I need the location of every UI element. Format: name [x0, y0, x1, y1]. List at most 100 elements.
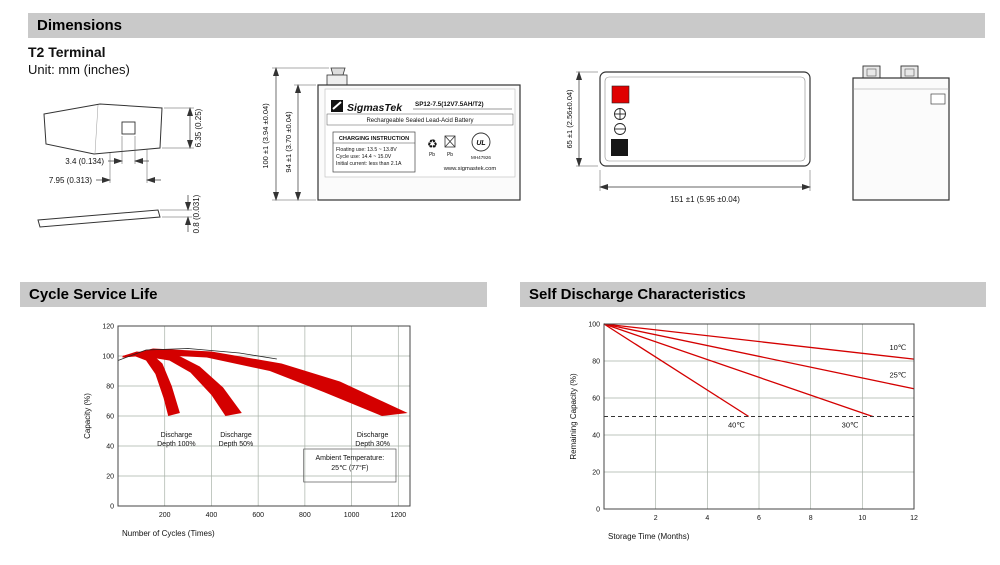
charging-line-1: Floating use: 13.5 ~ 13.8V [336, 147, 397, 153]
y-tick-label: 20 [106, 474, 114, 481]
dim-length: 151 ±1 (5.95 ±0.04) [670, 195, 740, 204]
band-annotation: Discharge [220, 432, 252, 439]
terminal-detail-drawing: 3.4 (0.134) 7.95 (0.313) 6.35 (0.25) 0.8… [37, 103, 203, 233]
website-text: www.sigmastek.com [443, 166, 497, 172]
series-label: 25℃ [889, 371, 906, 380]
y-tick-label: 20 [592, 470, 600, 477]
series-line [603, 323, 915, 360]
discharge-band [122, 351, 180, 416]
plus-symbol-icon [614, 108, 626, 120]
dimensions-title: Dimensions [37, 17, 123, 34]
y-tick-label: 80 [106, 384, 114, 391]
charging-instruction-box [332, 131, 416, 173]
y-tick-label: 120 [102, 324, 114, 331]
charging-title: CHARGING INSTRUCTION [339, 136, 409, 142]
series-label: 40℃ [728, 421, 745, 430]
x-tick-label: 600 [252, 512, 264, 519]
dim-tab-width: 7.95 (0.313) [49, 176, 92, 185]
x-tick-label: 400 [206, 512, 218, 519]
positive-terminal [611, 85, 630, 104]
x-axis-label: Storage Time (Months) [608, 532, 690, 541]
y-tick-label: 100 [588, 322, 600, 329]
series-label: 10℃ [889, 343, 906, 352]
battery-type-text: Rechargeable Sealed Lead-Acid Battery [366, 118, 473, 124]
cycle-chart-svg: 200 400 600 800 1000 1200 0 20 40 60 80 100 120 Numbe… [83, 324, 411, 538]
y-tick-label: 100 [102, 354, 114, 361]
section-header-self-discharge: Self Discharge Characteristics [520, 282, 986, 307]
envelope-curve [117, 348, 277, 361]
terminal-thickness-strip [37, 209, 161, 228]
pb-symbol-1: Pb [429, 152, 435, 158]
ul-logo-icon [471, 132, 491, 152]
ambient-note-text: Ambient Temperature: [315, 455, 384, 462]
band-annotation: Depth 30% [355, 441, 390, 448]
x-tick-label: 8 [809, 515, 813, 522]
side-terminal-2 [900, 65, 919, 80]
dim-overall-height: 100 ±1 (3.94 ±0.04) [261, 103, 270, 169]
x-tick-label: 10 [858, 515, 866, 522]
self-discharge-title: Self Discharge Characteristics [529, 286, 746, 303]
battery-front-view: 100 ±1 (3.94 ±0.04) 94 ±1 (3.70 ±0.04) S… [261, 67, 521, 201]
recycle-icon: ♻ [427, 137, 438, 151]
band-annotation: Depth 50% [219, 441, 254, 448]
model-number: SP12-7.5(12V7.5AH/T2) [415, 101, 484, 108]
plot-border [603, 323, 915, 510]
y-tick-label: 0 [110, 504, 114, 511]
band-annotation: Discharge [161, 432, 193, 439]
y-tick-label: 60 [592, 396, 600, 403]
negative-terminal [611, 139, 628, 156]
ul-text: UL [476, 140, 485, 147]
dim-terminal-thickness: 0.8 (0.031) [192, 194, 201, 233]
y-tick-label: 60 [106, 414, 114, 421]
discharge-band [122, 348, 408, 416]
charging-line-3: Initial current: less than 2.1A [336, 161, 402, 167]
y-tick-label: 40 [592, 433, 600, 440]
pb-symbol-2: Pb [447, 152, 453, 158]
discharge-band [122, 351, 242, 416]
cycle-service-life-chart: 200 400 600 800 1000 1200 0 20 40 60 80 100 120 Numbe… [78, 312, 490, 554]
dim-case-height: 94 ±1 (3.70 ±0.04) [284, 111, 293, 173]
x-tick-label: 4 [705, 515, 709, 522]
front-terminal-base [326, 74, 348, 86]
x-tick-label: 1000 [344, 512, 360, 519]
y-axis-label: Capacity (%) [83, 393, 92, 439]
brand-name: SigmasTek [347, 102, 403, 114]
y-axis-label: Remaining Capacity (%) [569, 373, 578, 460]
series-label: 30℃ [842, 421, 859, 430]
battery-top-view: 65 ±1 (2.56±0.04) 151 ±1 (5.95 ±0.04) [565, 71, 811, 204]
dim-hole-width: 3.4 (0.134) [65, 157, 104, 166]
series-line [603, 323, 750, 418]
minus-symbol-icon [614, 123, 626, 135]
section-header-dimensions: Dimensions [28, 13, 985, 38]
charging-line-2: Cycle use: 14.4 ~ 15.0V [336, 154, 392, 160]
x-tick-label: 2 [654, 515, 658, 522]
ambient-note-box [303, 448, 397, 483]
cert-number: MH47926 [471, 155, 491, 160]
ambient-note-text: 25℃ (77°F) [331, 464, 368, 472]
unit-note: Unit: mm (inches) [28, 62, 130, 77]
x-tick-label: 6 [757, 515, 761, 522]
battery-side-view [852, 65, 950, 201]
side-vent-detail [930, 93, 946, 105]
cycle-life-title: Cycle Service Life [29, 286, 158, 303]
series-line [603, 323, 873, 418]
self-discharge-chart: 10℃ 25℃ 30℃ 40℃ 2 4 6 8 10 12 0 20 40 60 80 100 Storage … [556, 312, 981, 554]
dim-terminal-height: 6.35 (0.25) [194, 108, 203, 147]
band-annotation: Discharge [357, 432, 389, 439]
series-line [603, 323, 915, 390]
x-tick-label: 200 [159, 512, 171, 519]
side-terminal-1 [862, 65, 881, 80]
dim-depth: 65 ±1 (2.56±0.04) [565, 89, 574, 149]
terminal-hole [121, 121, 136, 135]
x-tick-label: 12 [910, 515, 918, 522]
sd-chart-svg: 10℃ 25℃ 30℃ 40℃ 2 4 6 8 10 12 0 20 40 60 80 100 Storage … [569, 322, 918, 542]
x-tick-label: 1200 [391, 512, 407, 519]
plot-border [117, 325, 411, 507]
y-tick-label: 80 [592, 359, 600, 366]
y-tick-label: 40 [106, 444, 114, 451]
top-view-outline [599, 71, 811, 167]
front-terminal-tab [330, 67, 346, 76]
x-axis-label: Number of Cycles (Times) [122, 529, 215, 538]
no-disposal-icon [444, 135, 456, 148]
x-tick-label: 800 [299, 512, 311, 519]
